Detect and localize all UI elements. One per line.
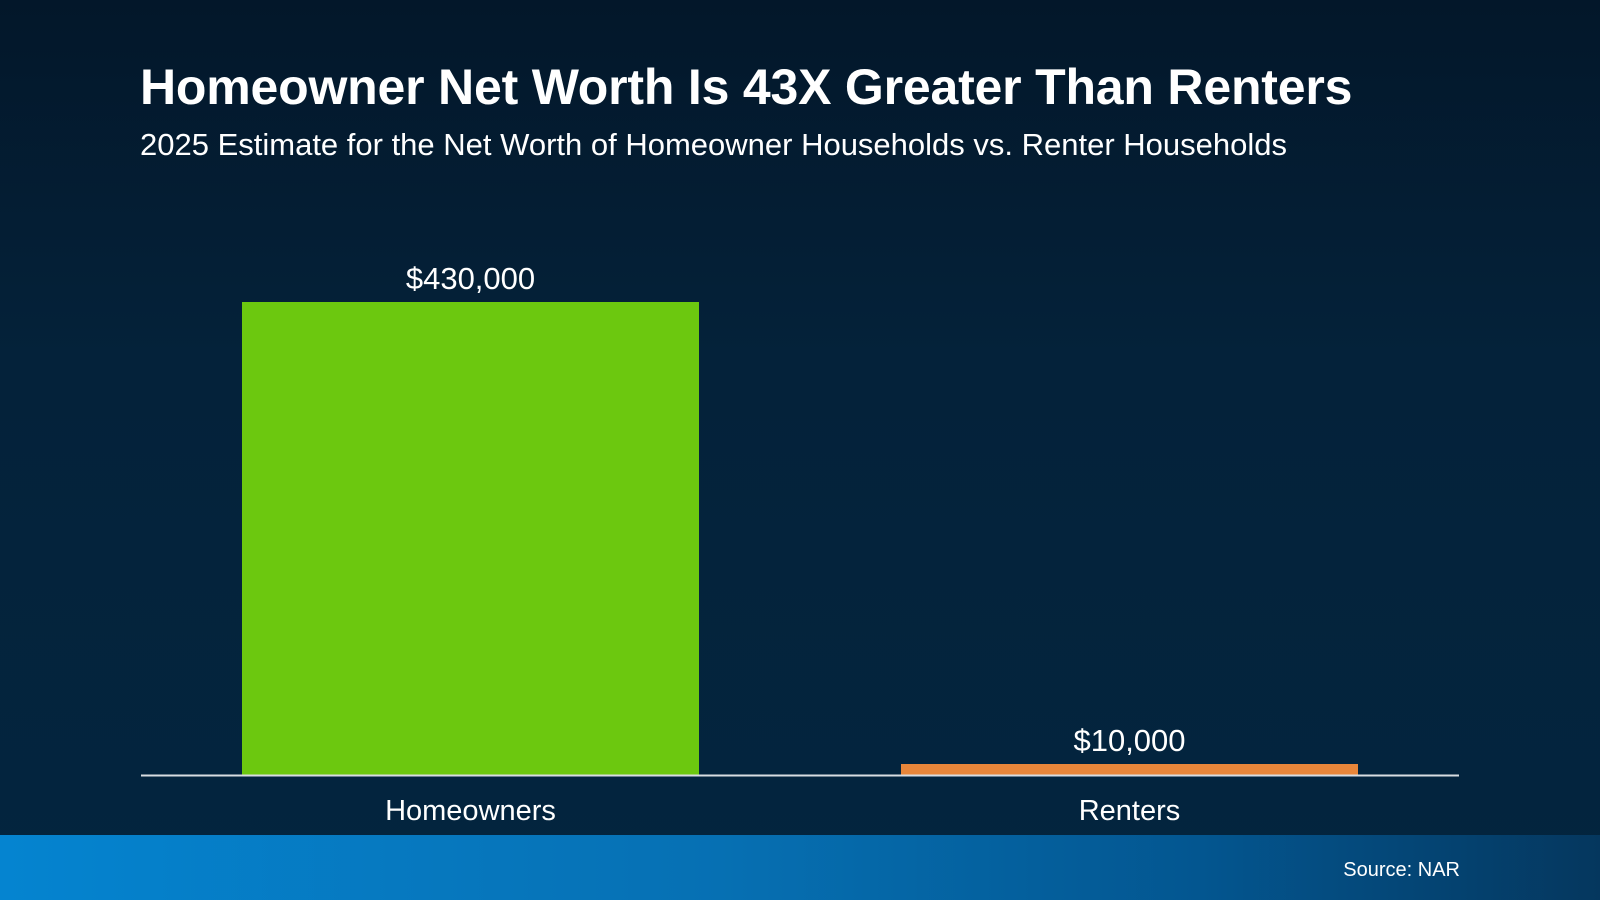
source-note: Source: NAR bbox=[1343, 859, 1460, 881]
footer-bar: Source: NAR bbox=[0, 835, 1600, 900]
chart-subtitle: 2025 Estimate for the Net Worth of Homeo… bbox=[140, 127, 1287, 162]
category-label: Renters bbox=[1079, 795, 1181, 827]
bar-homeowners bbox=[242, 302, 699, 775]
chart-title: Homeowner Net Worth Is 43X Greater Than … bbox=[140, 59, 1353, 115]
category-label: Homeowners bbox=[385, 795, 556, 827]
data-label: $430,000 bbox=[406, 261, 535, 296]
bar-renters bbox=[901, 764, 1358, 775]
data-label: $10,000 bbox=[1073, 723, 1185, 758]
